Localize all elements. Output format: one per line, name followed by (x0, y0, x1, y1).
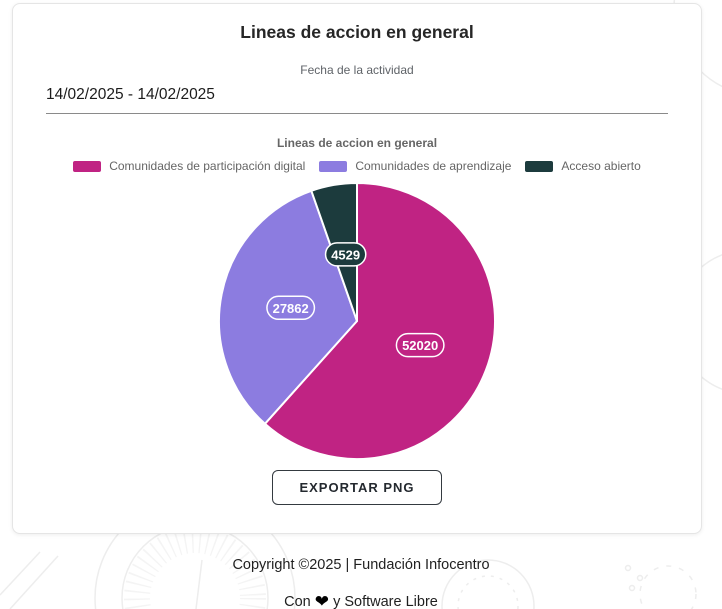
date-field-label: Fecha de la actividad (300, 63, 414, 77)
chart-title: Lineas de accion en general (276, 136, 438, 150)
tagline-text: Con ❤ y Software Libre (0, 592, 722, 609)
legend-swatch (73, 160, 102, 172)
svg-text:52020: 52020 (402, 338, 438, 353)
legend-label: Comunidades de participación digital (109, 159, 306, 173)
pie-chart: 52020 27862 4529 (218, 182, 496, 460)
tagline-suffix: y Software Libre (333, 594, 438, 609)
date-range-input[interactable]: 14/02/2025 - 14/02/2025 (46, 86, 215, 103)
date-range-field: Fecha de la actividad 14/02/2025 - 14/02… (46, 63, 668, 114)
legend-item-1[interactable]: Comunidades de participación digital (73, 159, 305, 173)
legend-swatch (525, 160, 554, 172)
report-card: Lineas de accion en general Fecha de la … (12, 3, 702, 534)
heart-icon: ❤ (314, 592, 330, 609)
page-footer: Copyright ©2025 | Fundación Infocentro C… (0, 557, 722, 609)
legend-item-2[interactable]: Comunidades de aprendizaje (319, 159, 511, 173)
pie-chart-section: Lineas de accion en general Comunidades … (13, 136, 701, 462)
legend-label: Acceso abierto (561, 159, 641, 173)
pie-slice-1[interactable] (263, 182, 496, 460)
slice-value-label-2: 27862 (266, 295, 316, 321)
legend-item-3[interactable]: Acceso abierto (525, 159, 641, 173)
export-png-button[interactable]: EXPORTAR PNG (272, 470, 442, 505)
page-title: Lineas de accion en general (240, 22, 474, 42)
legend-swatch (319, 160, 348, 172)
chart-legend: Comunidades de participación digital Comu… (13, 159, 701, 173)
svg-text:4529: 4529 (331, 247, 360, 262)
legend-label: Comunidades de aprendizaje (355, 159, 512, 173)
slice-value-label-3: 4529 (324, 242, 367, 267)
copyright-text: Copyright ©2025 | Fundación Infocentro (232, 557, 490, 573)
slice-value-label-1: 52020 (395, 332, 445, 358)
svg-text:27862: 27862 (273, 301, 309, 316)
tagline-prefix: Con (284, 594, 311, 609)
